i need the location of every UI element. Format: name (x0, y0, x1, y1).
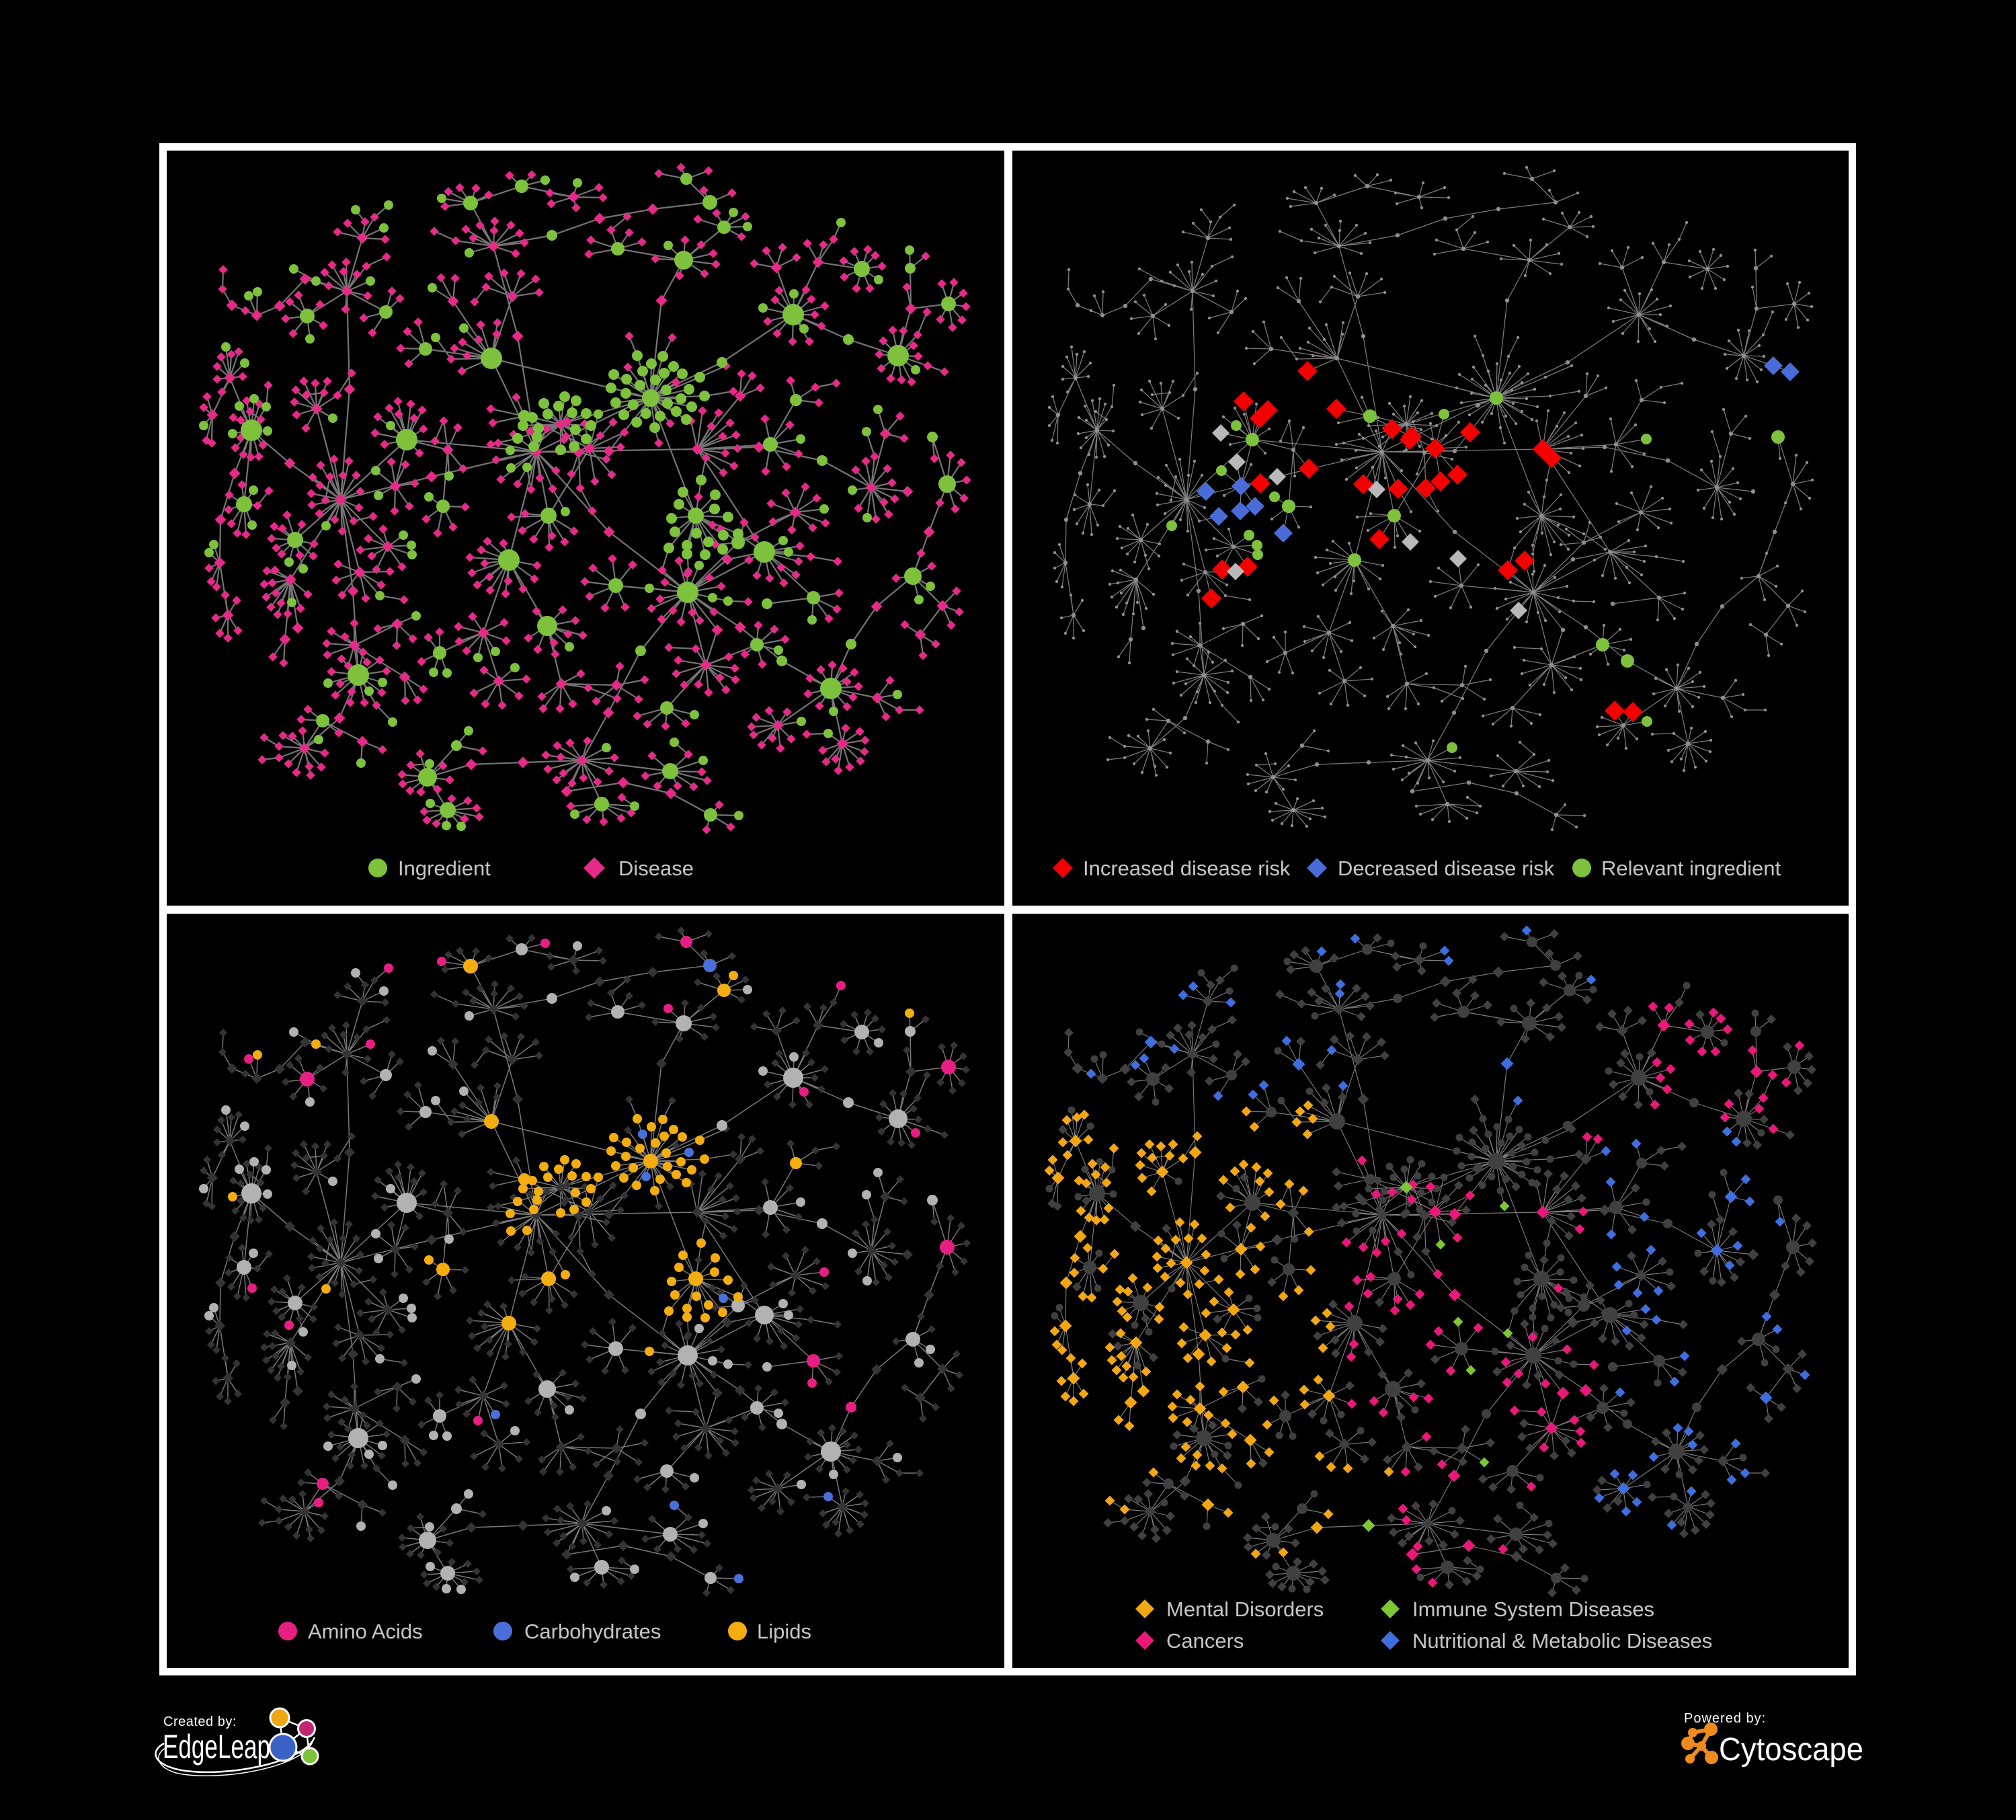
svg-text:Ingredient: Ingredient (398, 857, 491, 880)
svg-text:Cancers: Cancers (1166, 1629, 1244, 1653)
svg-text:EdgeLeap: EdgeLeap (163, 1728, 270, 1766)
svg-text:Carbohydrates: Carbohydrates (524, 1620, 661, 1643)
svg-text:Nutritional & Metabolic Diseas: Nutritional & Metabolic Diseases (1412, 1629, 1712, 1653)
svg-text:Increased disease risk: Increased disease risk (1083, 857, 1291, 880)
svg-text:Immune System Diseases: Immune System Diseases (1412, 1597, 1654, 1621)
svg-text:Powered by:: Powered by: (1684, 1711, 1766, 1726)
svg-text:Lipids: Lipids (757, 1620, 811, 1643)
svg-text:Mental Disorders: Mental Disorders (1166, 1597, 1324, 1621)
svg-text:Amino Acids: Amino Acids (308, 1620, 423, 1643)
svg-text:Relevant ingredient: Relevant ingredient (1601, 857, 1781, 880)
svg-text:Cytoscape: Cytoscape (1719, 1732, 1863, 1768)
svg-text:Decreased disease risk: Decreased disease risk (1338, 857, 1555, 880)
svg-text:Created by:: Created by: (163, 1714, 237, 1729)
svg-text:Disease: Disease (618, 857, 694, 880)
